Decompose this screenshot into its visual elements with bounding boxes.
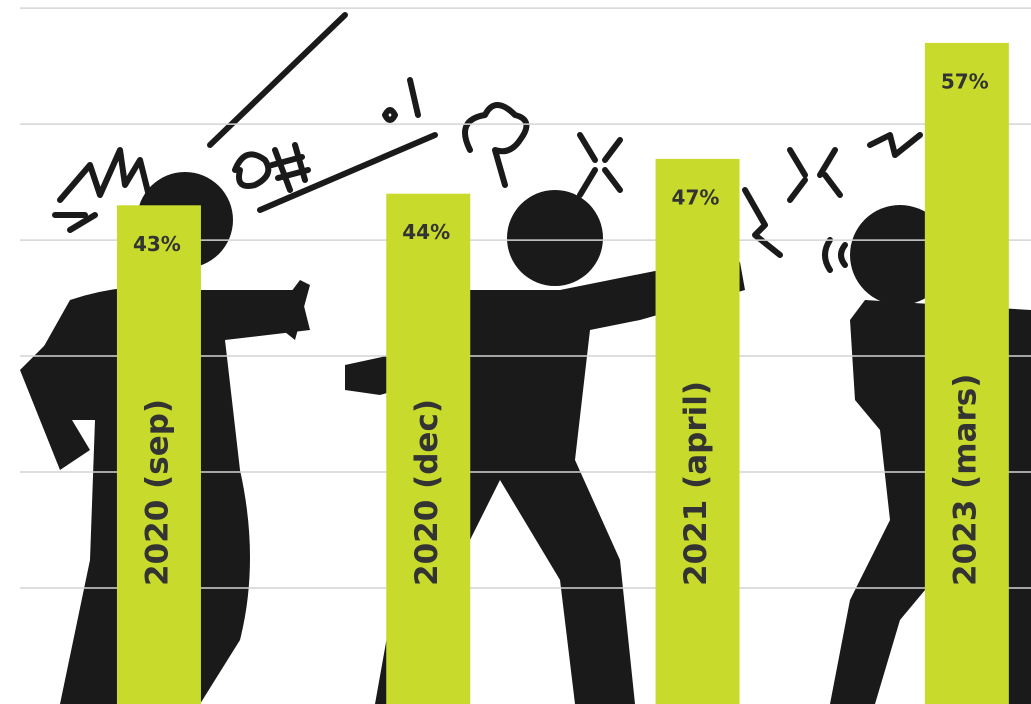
category-label: 2020 (sep) bbox=[139, 399, 175, 586]
bar bbox=[925, 43, 1009, 704]
value-label: 44% bbox=[402, 220, 450, 244]
value-label: 57% bbox=[941, 69, 989, 93]
category-label: 2020 (dec) bbox=[409, 399, 445, 586]
value-label: 47% bbox=[672, 185, 720, 209]
value-label: 43% bbox=[133, 232, 181, 256]
category-label: 2021 (april) bbox=[678, 381, 714, 586]
chart: 43% 2020 (sep) 44% 2020 (dec) 47% 2021 (april… bbox=[0, 0, 1031, 704]
category-label: 2023 (mars) bbox=[947, 374, 983, 586]
